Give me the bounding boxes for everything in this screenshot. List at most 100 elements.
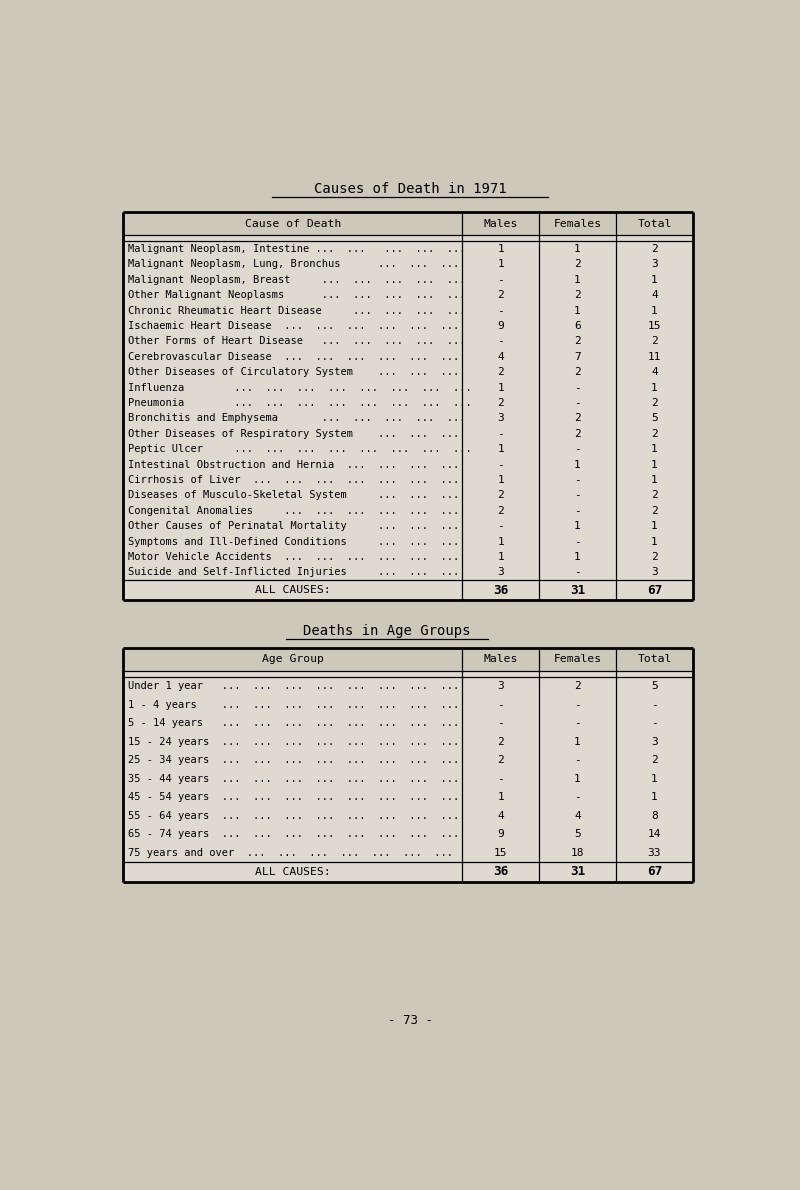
Text: 1: 1 xyxy=(651,793,658,802)
Text: 4: 4 xyxy=(498,810,504,821)
Text: Other Forms of Heart Disease   ...  ...  ...  ...  ...: Other Forms of Heart Disease ... ... ...… xyxy=(128,337,466,346)
Text: Age Group: Age Group xyxy=(262,654,324,664)
Text: 1 - 4 years    ...  ...  ...  ...  ...  ...  ...  ...: 1 - 4 years ... ... ... ... ... ... ... … xyxy=(128,700,459,710)
Text: 4: 4 xyxy=(651,368,658,377)
Text: 1: 1 xyxy=(574,459,581,470)
Bar xyxy=(123,212,693,600)
Text: 2: 2 xyxy=(498,506,504,515)
Text: 4: 4 xyxy=(574,810,581,821)
Text: 2: 2 xyxy=(651,428,658,439)
Text: -: - xyxy=(574,490,581,501)
Text: 36: 36 xyxy=(493,865,508,878)
Text: 67: 67 xyxy=(647,583,662,596)
Text: ALL CAUSES:: ALL CAUSES: xyxy=(255,585,330,595)
Text: 2: 2 xyxy=(651,756,658,765)
Text: 2: 2 xyxy=(651,244,658,253)
Text: -: - xyxy=(498,521,504,531)
Text: Cause of Death: Cause of Death xyxy=(245,219,341,228)
Text: -: - xyxy=(574,793,581,802)
Text: Symptoms and Ill-Defined Conditions     ...  ...  ...: Symptoms and Ill-Defined Conditions ... … xyxy=(128,537,459,546)
Text: 2: 2 xyxy=(574,428,581,439)
Text: 1: 1 xyxy=(498,552,504,562)
Text: 33: 33 xyxy=(648,847,661,858)
Text: -: - xyxy=(498,774,504,784)
Text: 1: 1 xyxy=(498,383,504,393)
Text: 45 - 54 years  ...  ...  ...  ...  ...  ...  ...  ...: 45 - 54 years ... ... ... ... ... ... ..… xyxy=(128,793,459,802)
Text: 1: 1 xyxy=(498,244,504,253)
Text: 9: 9 xyxy=(498,829,504,839)
Text: 25 - 34 years  ...  ...  ...  ...  ...  ...  ...  ...: 25 - 34 years ... ... ... ... ... ... ..… xyxy=(128,756,459,765)
Text: Other Causes of Perinatal Mortality     ...  ...  ...: Other Causes of Perinatal Mortality ... … xyxy=(128,521,459,531)
Text: -: - xyxy=(498,719,504,728)
Text: 5: 5 xyxy=(574,829,581,839)
Text: Total: Total xyxy=(638,654,672,664)
Text: Deaths in Age Groups: Deaths in Age Groups xyxy=(303,624,470,638)
Text: 2: 2 xyxy=(574,413,581,424)
Text: Other Diseases of Respiratory System    ...  ...  ...: Other Diseases of Respiratory System ...… xyxy=(128,428,459,439)
Text: 5: 5 xyxy=(651,682,658,691)
Text: 1: 1 xyxy=(498,793,504,802)
Text: -: - xyxy=(651,700,658,710)
Text: 31: 31 xyxy=(570,865,585,878)
Text: 1: 1 xyxy=(498,475,504,486)
Text: 65 - 74 years  ...  ...  ...  ...  ...  ...  ...  ...: 65 - 74 years ... ... ... ... ... ... ..… xyxy=(128,829,459,839)
Text: 8: 8 xyxy=(651,810,658,821)
Text: 1: 1 xyxy=(574,552,581,562)
Text: Malignant Neoplasm, Lung, Bronchus      ...  ...  ...: Malignant Neoplasm, Lung, Bronchus ... .… xyxy=(128,259,459,269)
Text: 67: 67 xyxy=(647,865,662,878)
Text: 7: 7 xyxy=(574,352,581,362)
Bar xyxy=(123,212,693,236)
Bar xyxy=(123,647,693,671)
Text: -: - xyxy=(574,719,581,728)
Text: 55 - 64 years  ...  ...  ...  ...  ...  ...  ...  ...: 55 - 64 years ... ... ... ... ... ... ..… xyxy=(128,810,459,821)
Text: Suicide and Self-Inflicted Injuries     ...  ...  ...: Suicide and Self-Inflicted Injuries ... … xyxy=(128,568,459,577)
Text: Congenital Anomalies     ...  ...  ...  ...  ...  ...: Congenital Anomalies ... ... ... ... ...… xyxy=(128,506,459,515)
Text: 1: 1 xyxy=(574,774,581,784)
Text: 15: 15 xyxy=(648,321,661,331)
Text: 1: 1 xyxy=(498,444,504,455)
Text: - 73 -: - 73 - xyxy=(387,1014,433,1027)
Text: 5 - 14 years   ...  ...  ...  ...  ...  ...  ...  ...: 5 - 14 years ... ... ... ... ... ... ...… xyxy=(128,719,459,728)
Text: Other Diseases of Circulatory System    ...  ...  ...: Other Diseases of Circulatory System ...… xyxy=(128,368,459,377)
Text: -: - xyxy=(574,444,581,455)
Text: 2: 2 xyxy=(498,368,504,377)
Text: 1: 1 xyxy=(651,537,658,546)
Text: Total: Total xyxy=(638,219,672,228)
Text: 2: 2 xyxy=(651,399,658,408)
Text: Under 1 year   ...  ...  ...  ...  ...  ...  ...  ...: Under 1 year ... ... ... ... ... ... ...… xyxy=(128,682,459,691)
Text: -: - xyxy=(574,700,581,710)
Text: 3: 3 xyxy=(498,413,504,424)
Text: 3: 3 xyxy=(651,568,658,577)
Text: 2: 2 xyxy=(574,368,581,377)
Text: 35 - 44 years  ...  ...  ...  ...  ...  ...  ...  ...: 35 - 44 years ... ... ... ... ... ... ..… xyxy=(128,774,459,784)
Text: 2: 2 xyxy=(498,399,504,408)
Text: 2: 2 xyxy=(651,490,658,501)
Text: -: - xyxy=(574,383,581,393)
Text: 1: 1 xyxy=(651,383,658,393)
Text: Chronic Rheumatic Heart Disease     ...  ...  ...  ...: Chronic Rheumatic Heart Disease ... ... … xyxy=(128,306,466,315)
Text: 1: 1 xyxy=(651,521,658,531)
Bar xyxy=(123,647,693,882)
Text: 2: 2 xyxy=(651,337,658,346)
Text: 1: 1 xyxy=(651,475,658,486)
Text: Influenza        ...  ...  ...  ...  ...  ...  ...  ...: Influenza ... ... ... ... ... ... ... ..… xyxy=(128,383,472,393)
Text: -: - xyxy=(498,275,504,284)
Text: 2: 2 xyxy=(574,682,581,691)
Text: Other Malignant Neoplasms      ...  ...  ...  ...  ...: Other Malignant Neoplasms ... ... ... ..… xyxy=(128,290,466,300)
Text: 31: 31 xyxy=(570,583,585,596)
Text: 18: 18 xyxy=(570,847,584,858)
Text: Diseases of Musculo-Skeletal System     ...  ...  ...: Diseases of Musculo-Skeletal System ... … xyxy=(128,490,459,501)
Text: 75 years and over  ...  ...  ...  ...  ...  ...  ...: 75 years and over ... ... ... ... ... ..… xyxy=(128,847,453,858)
Text: 15: 15 xyxy=(494,847,507,858)
Text: 1: 1 xyxy=(498,537,504,546)
Text: 1: 1 xyxy=(651,275,658,284)
Text: 1: 1 xyxy=(651,444,658,455)
Text: 1: 1 xyxy=(574,275,581,284)
Text: 36: 36 xyxy=(493,583,508,596)
Text: Malignant Neoplasm, Intestine ...  ...   ...  ...  ...: Malignant Neoplasm, Intestine ... ... ..… xyxy=(128,244,466,253)
Text: Bronchitis and Emphysema       ...  ...  ...  ...  ...: Bronchitis and Emphysema ... ... ... ...… xyxy=(128,413,466,424)
Text: 3: 3 xyxy=(651,737,658,747)
Text: 2: 2 xyxy=(498,290,504,300)
Text: 1: 1 xyxy=(574,244,581,253)
Text: Peptic Ulcer     ...  ...  ...  ...  ...  ...  ...  ...: Peptic Ulcer ... ... ... ... ... ... ...… xyxy=(128,444,472,455)
